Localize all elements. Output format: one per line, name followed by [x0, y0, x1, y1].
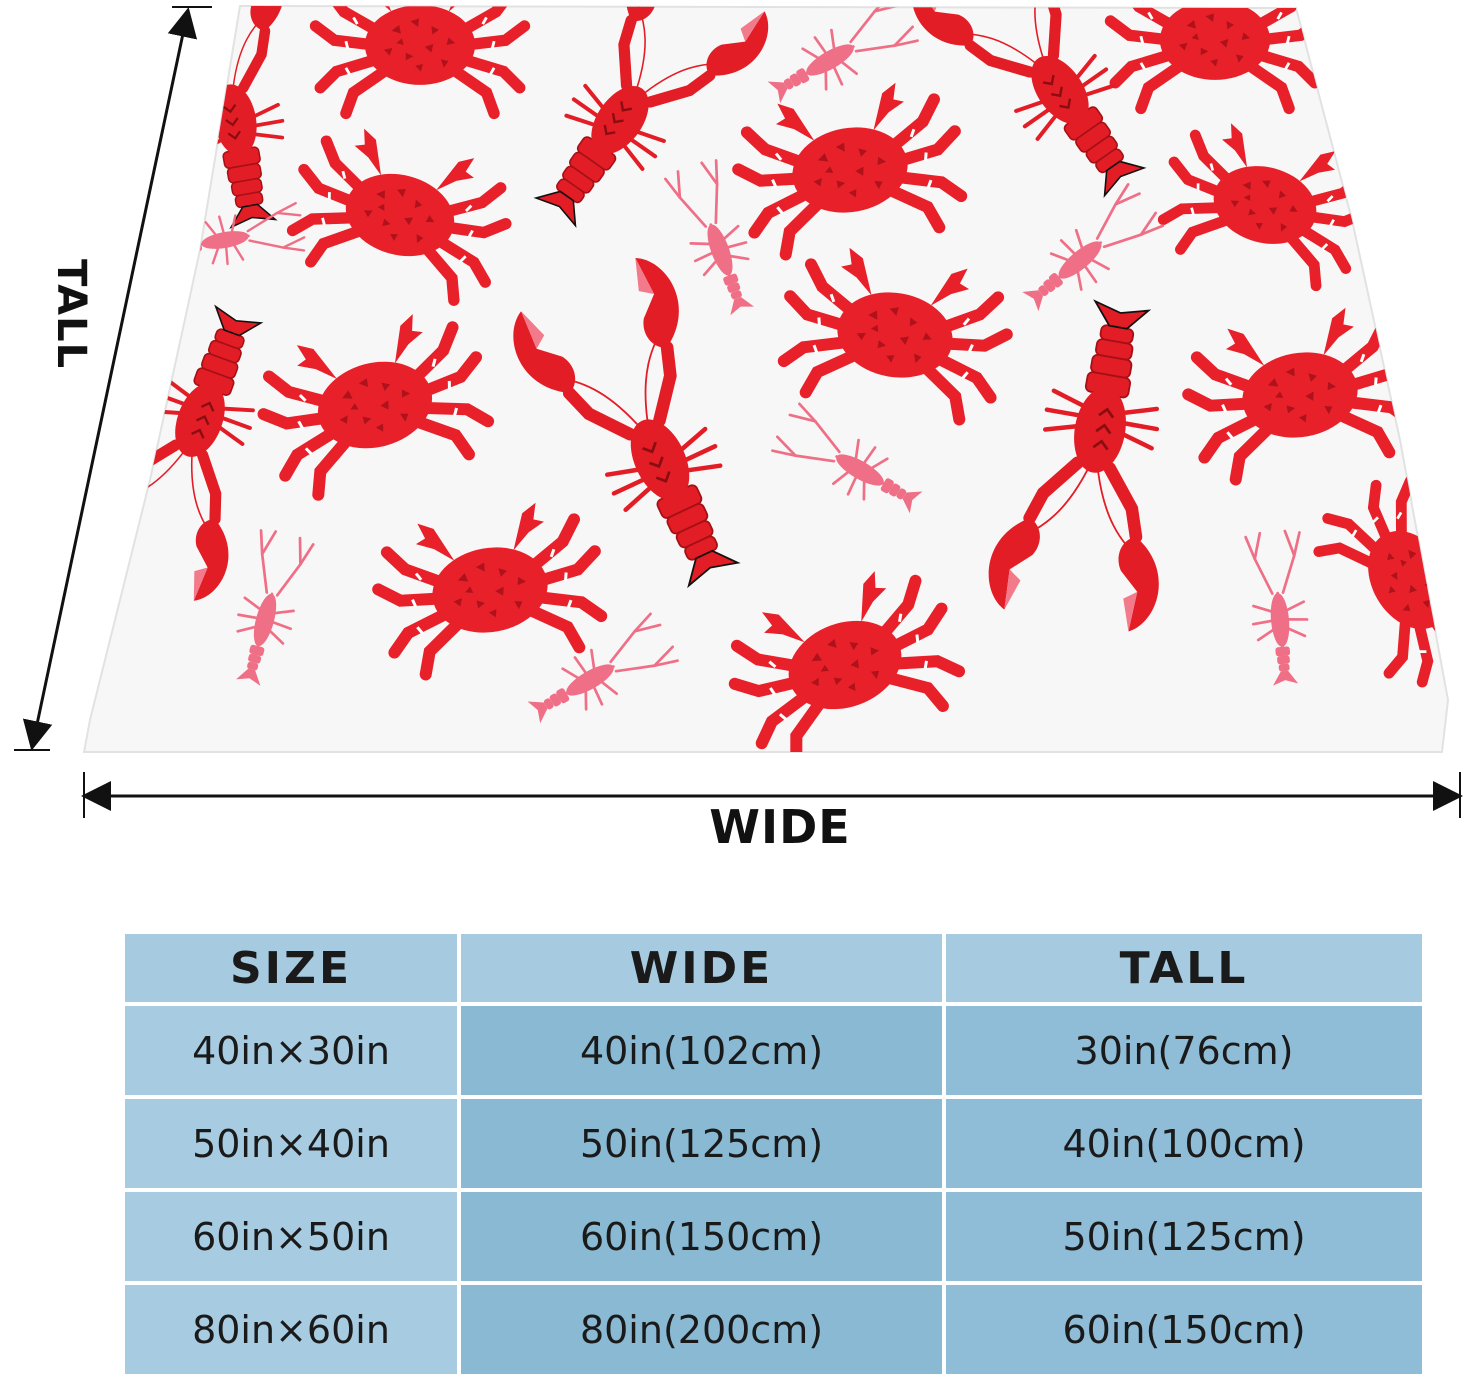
table-header-row: SIZE WIDE TALL [125, 934, 1422, 1002]
size-cell: 60in×50in [125, 1192, 457, 1281]
tall-dimension-arrow [22, 7, 198, 751]
size-cell: 50in×40in [125, 1099, 457, 1188]
table-row: 80in×60in 80in(200cm) 60in(150cm) [125, 1285, 1422, 1374]
tall-cell: 50in(125cm) [946, 1192, 1422, 1281]
table-row: 50in×40in 50in(125cm) 40in(100cm) [125, 1099, 1422, 1188]
table-row: 60in×50in 60in(150cm) 50in(125cm) [125, 1192, 1422, 1281]
tall-dimension-label: TALL [48, 258, 94, 370]
size-chart-table: SIZE WIDE TALL 40in×30in 40in(102cm) 30i… [121, 930, 1426, 1378]
size-cell: 40in×30in [125, 1006, 457, 1095]
wide-cell: 60in(150cm) [461, 1192, 942, 1281]
wide-cell: 50in(125cm) [461, 1099, 942, 1188]
tall-cell: 40in(100cm) [946, 1099, 1422, 1188]
wide-column-header: WIDE [461, 934, 942, 1002]
wide-cell: 40in(102cm) [461, 1006, 942, 1095]
tall-cell: 30in(76cm) [946, 1006, 1422, 1095]
wide-dimension-label: WIDE [709, 800, 851, 854]
tall-column-header: TALL [946, 934, 1422, 1002]
wide-cell: 80in(200cm) [461, 1285, 942, 1374]
size-cell: 80in×60in [125, 1285, 457, 1374]
blanket-illustration [14, 4, 1463, 818]
table-row: 40in×30in 40in(102cm) 30in(76cm) [125, 1006, 1422, 1095]
size-column-header: SIZE [125, 934, 457, 1002]
tall-cell: 60in(150cm) [946, 1285, 1422, 1374]
